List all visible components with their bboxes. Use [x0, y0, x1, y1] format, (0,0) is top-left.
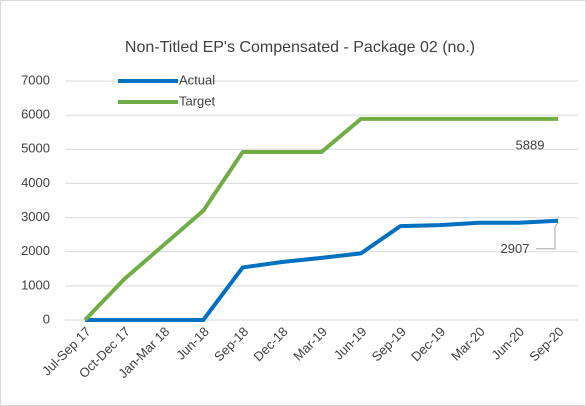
y-tick-label: 2000	[21, 243, 50, 258]
y-tick-label: 4000	[21, 175, 50, 190]
chart-title: Non-Titled EP's Compensated - Package 02…	[125, 39, 475, 56]
y-tick-label: 5000	[21, 141, 50, 156]
y-tick-label: 7000	[21, 72, 50, 87]
data-label: 2907	[501, 241, 530, 256]
y-tick-label: 3000	[21, 209, 50, 224]
y-tick-label: 1000	[21, 277, 50, 292]
series-line	[83, 116, 558, 322]
legend-label: Target	[179, 93, 216, 108]
y-tick-label: 0	[43, 311, 50, 326]
data-label: 5889	[516, 137, 545, 152]
legend-label: Actual	[179, 72, 215, 87]
leader-line	[536, 222, 559, 250]
series-line	[85, 218, 559, 322]
y-tick-label: 6000	[21, 107, 50, 122]
